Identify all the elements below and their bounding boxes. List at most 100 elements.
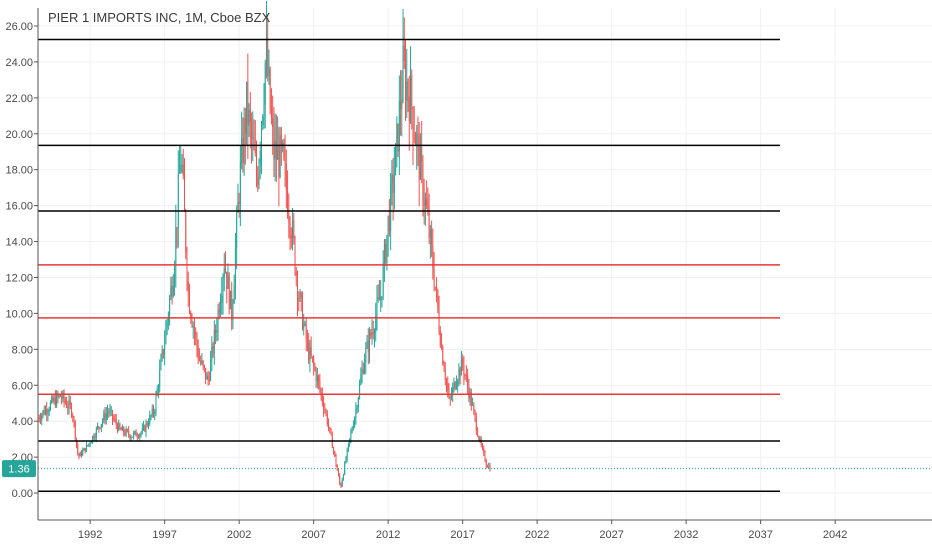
candle-body <box>47 411 49 414</box>
candle-body <box>386 235 388 263</box>
candle-body <box>414 138 416 145</box>
candle-body <box>273 127 275 160</box>
candle-body <box>130 437 132 439</box>
candle-body <box>381 296 383 298</box>
candle-body <box>218 309 220 313</box>
candle-body <box>378 297 380 301</box>
candle-body <box>455 384 457 389</box>
candle-body <box>217 309 219 331</box>
candle-body <box>48 409 50 412</box>
candle-body <box>390 182 392 232</box>
candle-body <box>446 379 448 384</box>
current-price-badge[interactable]: 1.36 <box>2 460 36 478</box>
chart-title: PIER 1 IMPORTS INC, 1M, Cboe BZX <box>48 10 271 25</box>
candle-body <box>227 275 229 289</box>
candle-body <box>85 445 87 452</box>
candle-body <box>303 323 305 329</box>
candle-body <box>410 74 411 122</box>
candle-body <box>66 402 68 407</box>
candle-body <box>298 298 300 300</box>
candle-body <box>57 394 59 397</box>
candle-body <box>326 413 328 425</box>
candle-body <box>42 410 44 415</box>
candle-body <box>295 272 297 275</box>
candle-body <box>401 99 403 110</box>
candle-body <box>310 347 312 357</box>
candle-body <box>58 395 60 397</box>
candle-body <box>356 408 358 410</box>
candle-body <box>400 101 402 110</box>
candle-body <box>133 432 135 437</box>
candle-body <box>311 356 313 359</box>
candle-body <box>236 212 238 249</box>
candle-body <box>315 369 317 381</box>
candle-body <box>334 450 336 456</box>
candle-body <box>393 174 395 193</box>
candle-body <box>485 461 487 466</box>
candle-body <box>283 142 285 158</box>
candle-body <box>274 141 276 160</box>
candle-body <box>292 220 294 239</box>
candle-body <box>279 135 281 177</box>
candle-body <box>248 110 250 126</box>
candle-body <box>318 375 320 382</box>
candle-body <box>457 380 459 385</box>
candle-body <box>186 251 188 282</box>
candle-body <box>339 475 341 484</box>
candle-body <box>278 145 280 177</box>
candle-body <box>190 312 192 319</box>
candle-body <box>144 425 146 432</box>
candle-body <box>453 382 455 388</box>
candle-body <box>371 332 373 336</box>
candle-body <box>301 297 303 329</box>
candle-body <box>159 369 161 388</box>
candle-body <box>62 392 64 399</box>
candle-body <box>287 189 289 215</box>
y-tick-label: 22.00 <box>5 93 33 105</box>
candle-body <box>253 137 255 150</box>
candle-body <box>473 404 475 411</box>
candle-body <box>116 424 118 431</box>
candle-body <box>350 432 352 439</box>
candle-body <box>139 434 141 438</box>
candle-body <box>98 426 100 428</box>
y-tick-label: 14.00 <box>5 237 33 249</box>
candle-body <box>103 413 105 421</box>
candle-body <box>94 436 96 439</box>
candle-body <box>210 359 212 381</box>
candle-body <box>251 121 253 138</box>
candle-body <box>305 323 307 341</box>
candle-body <box>146 423 148 426</box>
candle-body <box>161 349 163 359</box>
candle-body <box>53 397 55 402</box>
y-tick-label: 0.00 <box>12 488 33 500</box>
candle-body <box>341 479 343 487</box>
candle-body <box>102 420 104 424</box>
candle-body <box>417 133 419 137</box>
candle-body <box>365 348 367 363</box>
candle-body <box>354 417 356 426</box>
candle-body <box>479 438 481 441</box>
candle-body <box>152 408 154 414</box>
candle-body <box>313 358 315 366</box>
candle-body <box>108 411 110 413</box>
candle-body <box>196 335 198 348</box>
candle-body <box>438 308 440 331</box>
candle-body <box>472 404 474 406</box>
candle-body <box>340 483 342 487</box>
candle-body <box>134 431 136 433</box>
candle-body <box>275 141 277 160</box>
candle-body <box>211 346 213 360</box>
candle-body <box>408 96 410 122</box>
candle-body <box>380 296 382 301</box>
candle-body <box>172 286 174 296</box>
candle-body <box>382 262 384 297</box>
candle-body <box>406 81 408 101</box>
grid <box>38 8 932 520</box>
candle-body <box>376 298 378 316</box>
candle-body <box>195 332 197 336</box>
candle-body <box>232 303 234 321</box>
x-tick-label: 2042 <box>823 529 847 541</box>
candle-body <box>423 202 425 206</box>
